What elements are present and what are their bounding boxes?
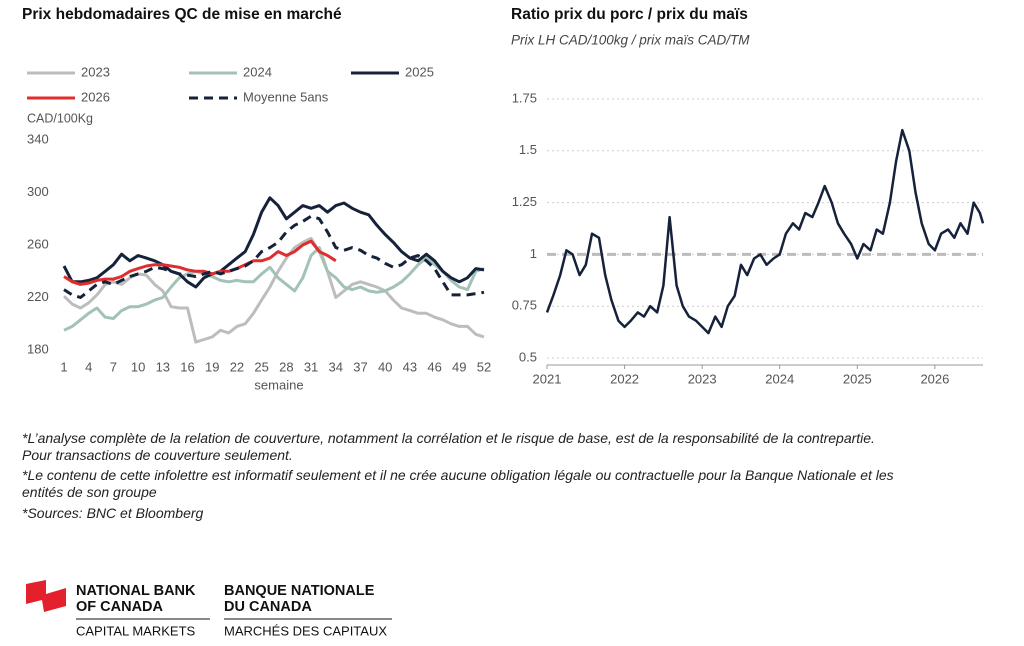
- legend-label: Moyenne 5ans: [243, 89, 329, 104]
- x-tick-label: 2026: [920, 371, 949, 386]
- y-tick-label: 1: [530, 246, 537, 261]
- logo-flag: [26, 580, 66, 612]
- x-tick-label: 25: [254, 359, 268, 374]
- x-tick-label: 10: [131, 359, 145, 374]
- logo-text: CAPITAL MARKETS: [76, 623, 196, 638]
- x-tick-label: 43: [403, 359, 417, 374]
- x-tick-label: 2025: [843, 371, 872, 386]
- legend-label: 2023: [81, 64, 110, 79]
- chart-subtitle: Prix LH CAD/100kg / prix maïs CAD/TM: [511, 33, 750, 48]
- x-tick-label: 2023: [688, 371, 717, 386]
- line-series: [63, 239, 337, 286]
- x-tick-label: 49: [452, 359, 466, 374]
- y-tick-label: 0.5: [519, 349, 537, 364]
- y-tick-label: 1.25: [512, 194, 537, 209]
- legend-label: 2025: [405, 64, 434, 79]
- logo-text: NATIONAL BANK: [76, 583, 196, 599]
- x-tick-label: 52: [477, 359, 491, 374]
- y-tick-label: 1.5: [519, 142, 537, 157]
- line-series: [62, 196, 485, 289]
- x-tick-label: 7: [110, 359, 117, 374]
- legend-label: 2024: [243, 64, 272, 79]
- x-tick-label: 37: [353, 359, 367, 374]
- chart-title: Prix hebdomadaires QC de mise en marché: [22, 6, 342, 23]
- x-tick-label: 16: [180, 359, 194, 374]
- x-tick-label: 28: [279, 359, 293, 374]
- y-tick-label: 1.75: [512, 90, 537, 105]
- line-series: [545, 128, 985, 335]
- x-tick-label: 2021: [533, 371, 562, 386]
- note: *Le contenu de cette infolettre est info…: [22, 467, 894, 500]
- logo-text: MARCHÉS DES CAPITAUX: [224, 623, 387, 638]
- y-tick-label: 340: [27, 131, 49, 146]
- y-axis-label: CAD/100Kg: [27, 111, 93, 125]
- y-tick-label: 300: [27, 184, 49, 199]
- logo-text: BANQUE NATIONALE: [224, 583, 375, 599]
- x-tick-label: 46: [427, 359, 441, 374]
- x-axis-label: semaine: [254, 377, 303, 392]
- x-tick-label: 1: [60, 359, 67, 374]
- x-tick-label: 19: [205, 359, 219, 374]
- x-tick-label: 22: [230, 359, 244, 374]
- chart-title: Ratio prix du porc / prix du maïs: [511, 6, 748, 23]
- line-series: [63, 214, 485, 299]
- x-tick-label: 13: [156, 359, 170, 374]
- legend-label: 2026: [81, 89, 110, 104]
- note: *Sources: BNC et Bloomberg: [22, 505, 204, 521]
- y-tick-label: 220: [27, 289, 49, 304]
- logo-text: DU CANADA: [224, 599, 312, 615]
- logo-text: OF CANADA: [76, 599, 164, 615]
- note: *L’analyse complète de la relation de co…: [22, 430, 875, 463]
- x-tick-label: 31: [304, 359, 318, 374]
- x-tick-label: 2024: [765, 371, 794, 386]
- y-tick-label: 260: [27, 236, 49, 251]
- x-tick-label: 40: [378, 359, 392, 374]
- y-tick-label: 0.75: [512, 298, 537, 313]
- y-tick-label: 180: [27, 341, 49, 356]
- line-series: [63, 246, 485, 332]
- x-tick-label: 2022: [610, 371, 639, 386]
- x-tick-label: 4: [85, 359, 92, 374]
- x-tick-label: 34: [329, 359, 343, 374]
